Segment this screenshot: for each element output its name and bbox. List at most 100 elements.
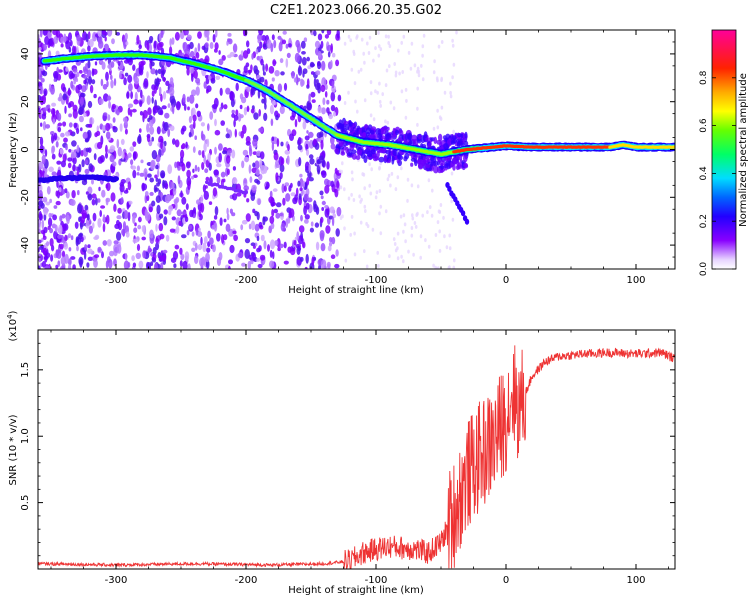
noise-blob bbox=[321, 107, 326, 115]
noise-blob bbox=[62, 93, 67, 101]
noise-blob bbox=[279, 212, 284, 217]
noise-blob bbox=[82, 66, 87, 72]
noise-blob bbox=[223, 218, 227, 223]
noise-blob bbox=[314, 40, 321, 49]
noise-blob bbox=[243, 177, 248, 188]
noise-blob bbox=[272, 188, 278, 192]
noise-blob bbox=[160, 262, 164, 269]
noise-blob bbox=[38, 200, 44, 207]
noise-blob bbox=[222, 178, 226, 183]
noise-blob bbox=[272, 100, 276, 106]
noise-blob bbox=[356, 34, 359, 39]
noise-blob bbox=[412, 252, 415, 257]
noise-blob bbox=[374, 46, 377, 51]
noise-blob bbox=[330, 91, 336, 102]
noise-blob bbox=[349, 232, 353, 237]
noise-blob bbox=[86, 69, 92, 78]
noise-blob bbox=[262, 63, 265, 73]
noise-blob bbox=[92, 222, 95, 229]
noise-blob bbox=[50, 108, 56, 116]
noise-blob bbox=[173, 263, 177, 269]
noise-blob bbox=[397, 48, 400, 53]
noise-blob bbox=[83, 112, 87, 118]
noise-blob bbox=[39, 184, 43, 192]
noise-blob bbox=[310, 91, 316, 98]
noise-blob bbox=[307, 170, 312, 179]
secondary-trace-segment bbox=[113, 176, 119, 182]
noise-blob bbox=[49, 198, 52, 204]
noise-blob bbox=[250, 193, 256, 201]
noise-blob bbox=[41, 237, 44, 243]
noise-blob bbox=[263, 43, 267, 48]
noise-blob bbox=[371, 227, 375, 232]
noise-blob bbox=[127, 74, 133, 83]
noise-blob bbox=[379, 204, 383, 209]
noise-blob bbox=[296, 231, 300, 241]
noise-blob bbox=[297, 66, 303, 76]
noise-blob bbox=[409, 66, 413, 71]
noise-blob bbox=[253, 112, 259, 120]
trace-halo bbox=[352, 123, 356, 127]
noise-blob bbox=[330, 254, 336, 259]
noise-blob bbox=[219, 87, 223, 96]
noise-blob bbox=[127, 181, 132, 191]
noise-blob bbox=[258, 30, 264, 36]
x-tick-label: 0 bbox=[503, 575, 509, 586]
trace-halo bbox=[338, 141, 344, 147]
noise-blob bbox=[146, 95, 151, 106]
noise-blob bbox=[331, 80, 335, 89]
noise-blob bbox=[250, 86, 256, 96]
noise-blob bbox=[184, 216, 189, 223]
noise-blob bbox=[265, 63, 269, 72]
noise-blob bbox=[77, 190, 80, 196]
trace-halo bbox=[439, 160, 445, 166]
noise-blob bbox=[231, 109, 235, 114]
noise-blob bbox=[67, 89, 72, 96]
noise-blob bbox=[416, 184, 420, 189]
noise-blob bbox=[226, 127, 229, 132]
noise-blob bbox=[59, 148, 64, 155]
noise-blob bbox=[88, 76, 92, 85]
noise-blob bbox=[275, 163, 281, 168]
noise-blob bbox=[226, 213, 230, 221]
noise-blob bbox=[53, 36, 59, 44]
noise-blob bbox=[201, 256, 206, 265]
noise-blob bbox=[411, 216, 415, 221]
noise-blob bbox=[243, 65, 248, 74]
noise-blob bbox=[136, 34, 140, 45]
noise-blob bbox=[336, 30, 340, 39]
noise-blob bbox=[410, 41, 414, 46]
noise-blob bbox=[169, 86, 175, 97]
noise-blob bbox=[185, 141, 188, 149]
noise-blob bbox=[452, 129, 455, 134]
noise-blob bbox=[97, 246, 102, 253]
noise-blob bbox=[167, 128, 171, 138]
noise-blob bbox=[330, 104, 336, 112]
noise-blob bbox=[269, 104, 274, 115]
noise-blob bbox=[414, 224, 418, 229]
noise-blob bbox=[240, 50, 244, 56]
noise-blob bbox=[315, 79, 319, 84]
noise-blob bbox=[419, 255, 423, 260]
noise-blob bbox=[226, 155, 231, 164]
noise-blob bbox=[67, 162, 72, 169]
noise-blob bbox=[306, 130, 309, 134]
trace-halo bbox=[377, 132, 383, 140]
noise-blob bbox=[377, 30, 380, 35]
noise-blob bbox=[127, 211, 131, 222]
noise-blob bbox=[86, 129, 92, 139]
noise-blob bbox=[295, 243, 302, 249]
noise-blob bbox=[97, 218, 102, 228]
noise-blob bbox=[203, 155, 207, 164]
trace-halo bbox=[376, 150, 380, 158]
trace-halo bbox=[334, 147, 340, 155]
colorbar-axes: 0.0 0.2 0.4 0.6 0.8 bbox=[699, 70, 736, 276]
noise-blob bbox=[302, 71, 305, 78]
noise-blob bbox=[142, 109, 148, 119]
noise-blob bbox=[80, 127, 83, 132]
colorbar-tick-label: 0.4 bbox=[699, 166, 709, 181]
noise-blob bbox=[91, 179, 94, 185]
noise-blob bbox=[152, 105, 159, 114]
noise-blob bbox=[71, 151, 77, 159]
